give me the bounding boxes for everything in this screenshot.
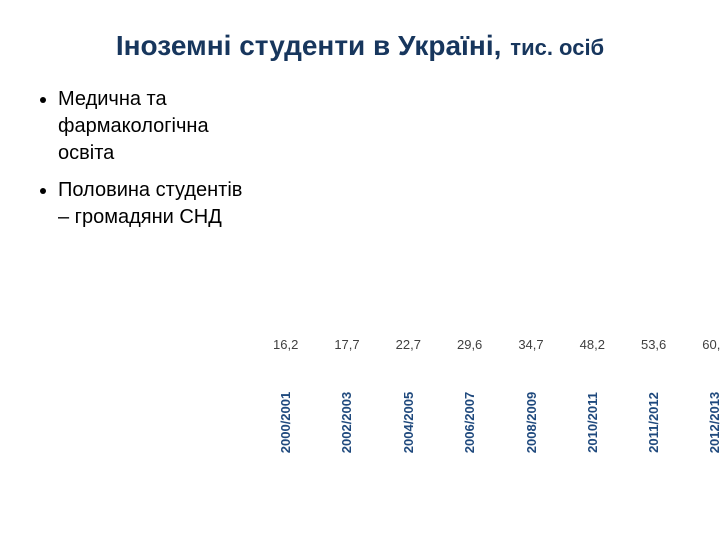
slide: Іноземні студенти в Україні, тис. осіб М… (0, 0, 720, 540)
x-tick: 2011/2012 (623, 367, 684, 382)
x-tick: 2004/2005 (378, 367, 439, 382)
x-tick-label: 2011/2012 (646, 392, 661, 453)
bar-value-label: 53,6 (641, 337, 666, 352)
x-tick: 2002/2003 (316, 367, 377, 382)
x-tick: 2010/2011 (562, 367, 623, 382)
title-sub: тис. осіб (510, 35, 604, 60)
bar-value-label: 17,7 (334, 337, 359, 352)
x-tick: 2000/2001 (255, 367, 316, 382)
bar-column: 16,2 (255, 337, 316, 356)
page-title: Іноземні студенти в Україні, тис. осіб (40, 24, 680, 64)
bar-value-label: 34,7 (518, 337, 543, 352)
x-tick-label: 2006/2007 (463, 392, 478, 453)
bar-column: 60,5 (684, 337, 720, 356)
bar-value-label: 48,2 (580, 337, 605, 352)
xaxis-spacer: 2000/20012002/20032004/20052006/20072008… (255, 367, 720, 477)
x-tick-label: 2004/2005 (401, 392, 416, 453)
x-tick-label: 2008/2009 (524, 392, 539, 453)
bars-container: 16,217,722,729,634,748,253,660,569,963,2… (255, 86, 720, 356)
bullet-item: Половина студентів – громадяни СНД (58, 177, 245, 231)
bar-column: 29,6 (439, 337, 500, 356)
x-tick: 2012/2013 (684, 367, 720, 382)
bullet-ul: Медична та фармакологічна освіта Половин… (40, 86, 245, 231)
bullet-list: Медична та фармакологічна освіта Половин… (40, 86, 255, 241)
plot-area: 16,217,722,729,634,748,253,660,569,963,2… (255, 86, 720, 357)
x-tick-label: 2012/2013 (707, 392, 720, 453)
x-tick-label: 2000/2001 (278, 392, 293, 453)
bar-value-label: 16,2 (273, 337, 298, 352)
bar-column: 34,7 (500, 337, 561, 356)
bar-chart: 16,217,722,729,634,748,253,660,569,963,2… (255, 86, 720, 477)
x-tick-label: 2010/2011 (585, 392, 600, 453)
bar-column: 53,6 (623, 337, 684, 356)
x-tick-label: 2002/2003 (340, 392, 355, 453)
title-main: Іноземні студенти в Україні, (116, 30, 502, 61)
bar-value-label: 22,7 (396, 337, 421, 352)
bar-column: 22,7 (378, 337, 439, 356)
bar-column: 17,7 (316, 337, 377, 356)
bar-column: 48,2 (562, 337, 623, 356)
bullet-item: Медична та фармакологічна освіта (58, 86, 245, 167)
bar-value-label: 29,6 (457, 337, 482, 352)
x-tick: 2008/2009 (501, 367, 562, 382)
body-row: Медична та фармакологічна освіта Половин… (40, 86, 680, 477)
bar-value-label: 60,5 (702, 337, 720, 352)
x-tick: 2006/2007 (439, 367, 500, 382)
x-axis: 2000/20012002/20032004/20052006/20072008… (255, 367, 720, 382)
